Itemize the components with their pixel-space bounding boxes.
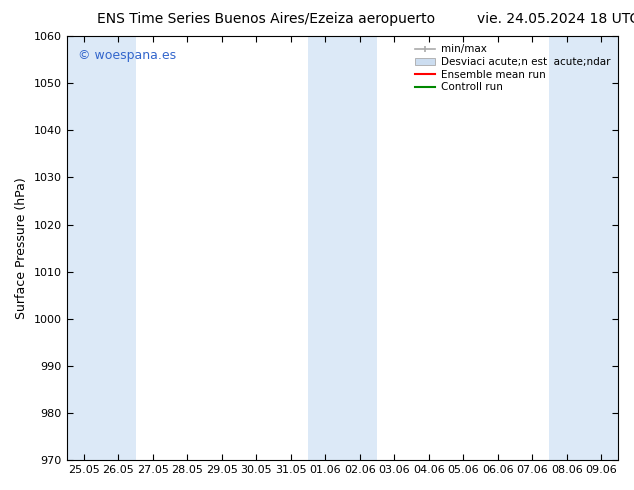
Bar xyxy=(308,36,342,460)
Bar xyxy=(101,36,136,460)
Legend: min/max, Desviaci acute;n est  acute;ndar, Ensemble mean run, Controll run: min/max, Desviaci acute;n est acute;ndar… xyxy=(411,41,613,96)
Bar xyxy=(67,36,101,460)
Bar xyxy=(342,36,377,460)
Y-axis label: Surface Pressure (hPa): Surface Pressure (hPa) xyxy=(15,177,28,319)
Text: ENS Time Series Buenos Aires/Ezeiza aeropuerto: ENS Time Series Buenos Aires/Ezeiza aero… xyxy=(97,12,436,26)
Bar xyxy=(584,36,619,460)
Text: vie. 24.05.2024 18 UTC: vie. 24.05.2024 18 UTC xyxy=(477,12,634,26)
Text: © woespana.es: © woespana.es xyxy=(77,49,176,62)
Bar xyxy=(550,36,584,460)
